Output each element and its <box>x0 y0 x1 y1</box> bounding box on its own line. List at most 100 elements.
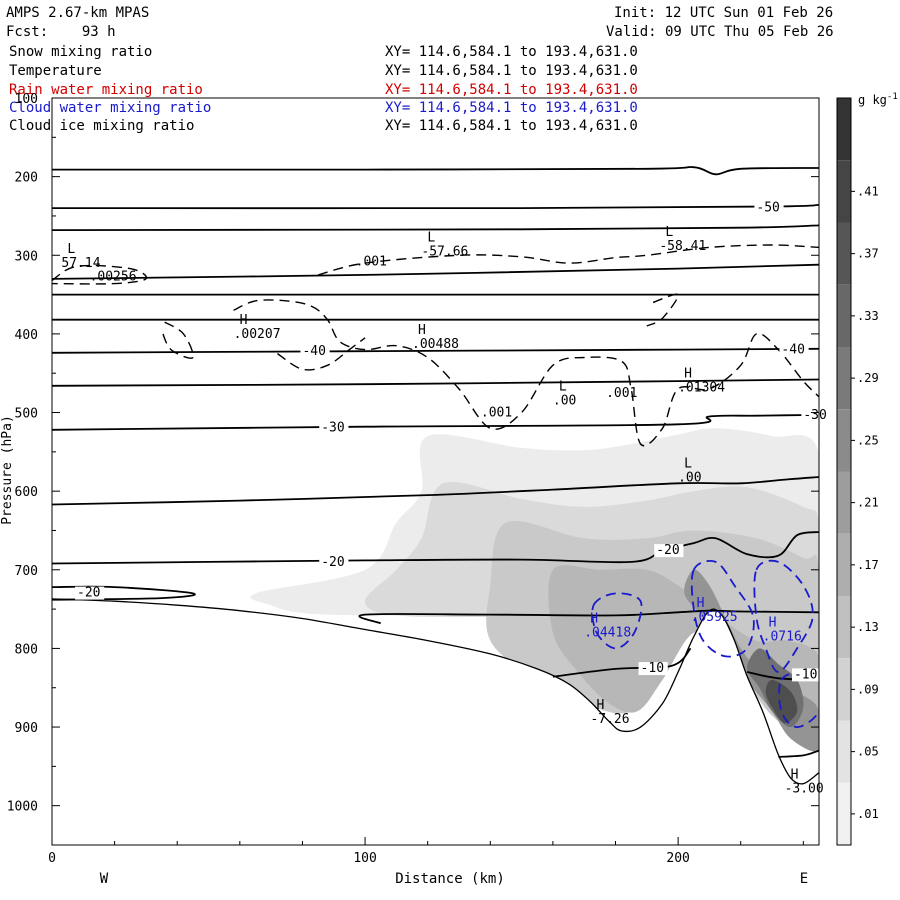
colorbar-label: .13 <box>857 620 879 634</box>
colorbar-frame <box>836 97 852 846</box>
extremum-value: .00256 <box>90 269 137 284</box>
colorbar-label: .17 <box>857 558 879 572</box>
colorbar-label: .25 <box>857 433 879 447</box>
cloud-water-contour <box>753 559 814 673</box>
field-name-cloud-water: Cloud water mixing ratio <box>9 100 212 116</box>
terrain-mask <box>52 598 819 845</box>
extremum-marker: H <box>684 366 692 381</box>
field-xy-snow: XY= 114.6,584.1 to 193.4,631.0 <box>385 44 638 60</box>
extremum-value: .001 <box>606 386 637 401</box>
colorbar-swatch <box>837 409 851 472</box>
colorbar-label: .09 <box>857 682 879 696</box>
extremum-value: .00 <box>678 471 701 486</box>
extremum-value: .0716 <box>763 630 802 645</box>
extremum-value: .01304 <box>678 380 725 395</box>
extremum-value: .04418 <box>584 626 631 641</box>
annotations: -50-40 -40-30-30-20-20-20-10 -10L57.14.002… <box>61 200 831 796</box>
colorbar-swatch <box>837 720 851 783</box>
init-time: Init: 12 UTC Sun 01 Feb 26 <box>614 5 834 21</box>
isotherm-label-bg <box>638 662 668 676</box>
isotherm-label: -20 <box>656 543 679 558</box>
cloud-ice-contour <box>277 337 366 371</box>
terrain <box>52 598 819 845</box>
extremum-value: .001 <box>481 405 512 420</box>
isotherm-label: -20 <box>321 555 344 570</box>
isotherm-label-bg <box>300 345 330 359</box>
colorbar-label: .29 <box>857 371 879 385</box>
isotherm-line <box>52 204 819 210</box>
isotherm-label: -10 <box>794 667 817 682</box>
extremum-marker: H <box>240 313 248 328</box>
isotherm-label: -30 <box>803 408 826 423</box>
field-name-temperature: Temperature <box>9 63 102 79</box>
x-tick-label: 100 <box>353 851 376 866</box>
colorbar: .41 .37 .33 .29 .25 .21 .17 .13 .09 .05 .01 <box>836 97 879 846</box>
cloud-ice-contour <box>317 244 819 276</box>
extremum-value: -7.26 <box>590 712 629 727</box>
field-xy-cloud-ice: XY= 114.6,584.1 to 193.4,631.0 <box>385 118 638 134</box>
cloud-ice-contour <box>52 264 148 285</box>
isotherm-label: -50 <box>756 200 779 215</box>
isotherm-line <box>52 224 819 231</box>
isotherm-label-bg <box>779 343 809 357</box>
extremum-marker: H <box>418 323 426 338</box>
extremum-value: -58.41 <box>659 239 706 254</box>
y-tick-label: 700 <box>15 564 38 579</box>
isotherm-label: -10 <box>641 661 664 676</box>
isotherm-line <box>52 531 819 565</box>
colorbar-swatch <box>837 160 851 223</box>
x-tick-label: 0 <box>48 851 56 866</box>
isotherm-label-bg <box>654 544 684 558</box>
isotherm-label-bg <box>791 668 822 682</box>
colorbar-label: .37 <box>857 247 879 261</box>
y-tick-label: 400 <box>15 328 38 343</box>
extremum-value: .00488 <box>412 337 459 352</box>
extremum-value: .00 <box>553 394 576 409</box>
colorbar-label: .33 <box>857 309 879 323</box>
colorbar-swatch <box>837 533 851 596</box>
isotherm-label-bg <box>319 421 349 435</box>
valid-time: Valid: 09 UTC Thu 05 Feb 26 <box>606 24 834 40</box>
colorbar-swatch <box>837 347 851 410</box>
y-axis-label: Pressure (hPa) <box>0 415 15 525</box>
colorbar-swatch <box>837 284 851 347</box>
cloud-ice-contour <box>646 293 679 327</box>
extremum-value: 57.14 <box>61 256 100 271</box>
field-name-cloud-ice: Cloud ice mixing ratio <box>9 118 195 134</box>
isotherm-label: -30 <box>321 420 344 435</box>
extremum-marker: H <box>769 616 777 631</box>
extremum-value: -57.66 <box>421 244 468 259</box>
model-title: AMPS 2.67-km MPAS <box>6 5 150 21</box>
isotherm-label-bg <box>319 555 349 569</box>
extremum-marker: L <box>684 457 692 472</box>
x-axis-label: Distance (km) <box>395 871 505 887</box>
cloud-ice-contour <box>160 321 194 359</box>
field-xy-rain: XY= 114.6,584.1 to 193.4,631.0 <box>385 82 638 98</box>
isotherm-label-bg <box>75 586 105 600</box>
field-name-rain: Rain water mixing ratio <box>9 82 203 98</box>
isotherm-label-bg <box>801 408 831 422</box>
field-xy-temperature: XY= 114.6,584.1 to 193.4,631.0 <box>385 63 638 79</box>
extremum-value: .05925 <box>691 610 738 625</box>
extremum-marker: H <box>590 612 598 627</box>
isotherm-line <box>52 263 819 280</box>
isotherm-label-bg <box>754 201 784 215</box>
colorbar-label: .41 <box>857 184 879 198</box>
isotherm-line <box>52 378 819 387</box>
forecast-hour: Fcst: 93 h <box>6 24 116 40</box>
extremum-marker: H <box>596 698 604 713</box>
isotherm-line <box>52 347 819 354</box>
extremum-marker: L <box>559 380 567 395</box>
field-xy-cloud-water: XY= 114.6,584.1 to 193.4,631.0 <box>385 100 638 116</box>
isotherm-label: -40 <box>781 343 804 358</box>
terrain-line <box>52 598 819 785</box>
cloud-water-contour <box>690 560 755 658</box>
colorbar-swatch <box>837 782 851 845</box>
colorbar-label: .01 <box>857 807 879 821</box>
y-tick-label: 500 <box>15 407 38 422</box>
cloud-water-contour <box>591 592 643 650</box>
isotherm-line <box>52 166 819 176</box>
plot-frame <box>51 97 820 846</box>
y-tick-label: 200 <box>15 171 38 186</box>
colorbar-swatch <box>837 98 851 161</box>
